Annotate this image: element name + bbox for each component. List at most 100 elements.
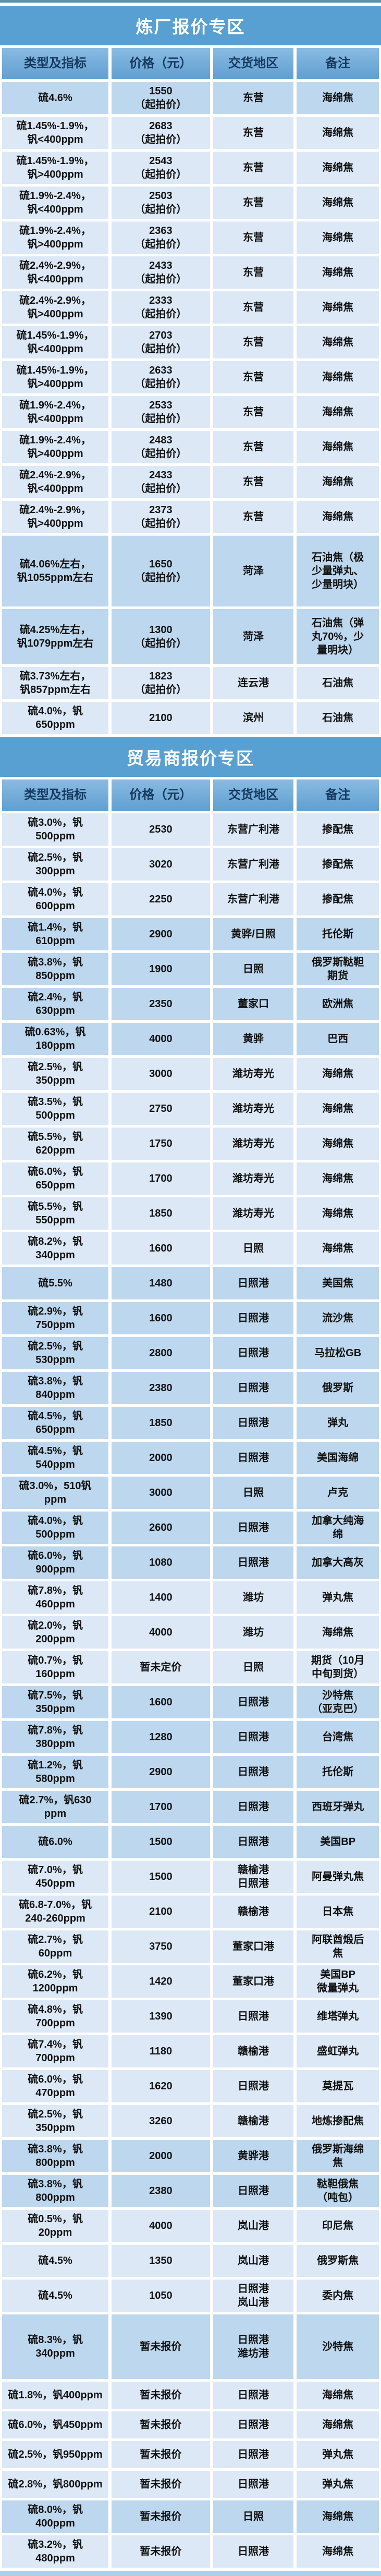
- delivery-area-cell: 东营广利港: [213, 883, 294, 915]
- remark-cell: 期货（10月 中旬到货）: [297, 1651, 379, 1683]
- remark-cell: 印尼焦: [297, 2210, 379, 2242]
- spec-cell: 硫1.9%-2.4%， 钒<400ppm: [2, 187, 109, 219]
- remark-cell: 海绵焦: [297, 1093, 379, 1125]
- spec-cell: 硫1.8%，钒400ppm: [2, 2382, 109, 2409]
- spec-cell: 硫2.4%-2.9%， 钒<400ppm: [2, 466, 109, 498]
- spec-cell: 硫2.7%，钒 60ppm: [2, 1930, 109, 1963]
- delivery-area-cell: 滨州: [213, 702, 294, 734]
- price-cell: 1850: [112, 1197, 210, 1230]
- delivery-area-cell: 日照: [213, 1651, 294, 1683]
- price-cell: 2433 （起拍价）: [112, 256, 210, 289]
- remark-cell: 美国BP 微量弹丸: [297, 1965, 379, 1998]
- spec-cell: 硫4.06%左右， 钒1055ppm左右: [2, 536, 109, 606]
- spec-cell: 硫3.8%，钒 800ppm: [2, 2175, 109, 2207]
- spec-cell: 硫2.5%，钒 350ppm: [2, 1058, 109, 1090]
- price-cell: 4000: [112, 1616, 210, 1649]
- delivery-area-cell: 日照港: [213, 2070, 294, 2102]
- spec-cell: 硫4.0%，钒 600ppm: [2, 883, 109, 915]
- spec-cell: 硫2.8%，钒800ppm: [2, 2471, 109, 2498]
- spec-cell: 硫8.0%，钒 400ppm: [2, 2500, 109, 2533]
- spec-cell: 硫4.0%，钒 500ppm: [2, 1512, 109, 1544]
- spec-cell: 硫7.8%，钒 460ppm: [2, 1581, 109, 1614]
- spec-cell: 硫3.8%，钒 850ppm: [2, 953, 109, 985]
- remark-cell: 石油焦: [297, 702, 379, 734]
- remark-cell: 日本焦: [297, 1896, 379, 1928]
- remark-cell: 海绵焦: [297, 361, 379, 393]
- column-header: 价格（元）: [112, 48, 210, 79]
- delivery-area-cell: 东营广利港: [213, 813, 294, 846]
- delivery-area-cell: 东营: [213, 117, 294, 149]
- column-header: 交货地区: [213, 48, 294, 79]
- spec-cell: 硫2.5%，钒 300ppm: [2, 848, 109, 881]
- spec-cell: 硫4.25%左右， 钒1079ppm左右: [2, 609, 109, 664]
- remark-cell: 海绵焦: [297, 187, 379, 219]
- delivery-area-cell: 董家口港: [213, 1965, 294, 1998]
- bottom-border: [0, 2571, 381, 2576]
- remark-cell: 海绵焦: [297, 2382, 379, 2409]
- spec-cell: 硫2.5%，钒950ppm: [2, 2441, 109, 2468]
- spec-cell: 硫2.0%，钒 200ppm: [2, 1616, 109, 1649]
- price-table: 类型及指标 价格（元） 交货地区 备注 硫4.6% 1550 （起拍价） 东营 海绵焦 硫1.4…: [0, 48, 381, 734]
- price-cell: 暂未报价: [112, 2411, 210, 2438]
- spec-cell: 硫7.8%，钒 380ppm: [2, 1721, 109, 1753]
- price-cell: 暂未报价: [112, 2471, 210, 2498]
- spec-cell: 硫5.5%，钒 620ppm: [2, 1128, 109, 1160]
- spec-cell: 硫6.0%，钒 900ppm: [2, 1546, 109, 1579]
- spec-cell: 硫4.5%，钒 540ppm: [2, 1442, 109, 1474]
- remark-cell: 弹丸焦: [297, 2471, 379, 2498]
- delivery-area-cell: 菏泽: [213, 609, 294, 664]
- spec-cell: 硫1.9%-2.4%， 钒<400ppm: [2, 396, 109, 428]
- delivery-area-cell: 东营: [213, 361, 294, 393]
- spec-cell: 硫3.8%，钒 800ppm: [2, 2140, 109, 2172]
- remark-cell: 海绵焦: [297, 1058, 379, 1090]
- remark-cell: 海绵焦: [297, 152, 379, 184]
- remark-cell: 海绵焦: [297, 431, 379, 463]
- remark-cell: 海绵焦: [297, 1616, 379, 1649]
- delivery-area-cell: 潍坊: [213, 1616, 294, 1649]
- delivery-area-cell: 潍坊: [213, 1581, 294, 1614]
- remark-cell: 海绵焦: [297, 501, 379, 533]
- price-cell: 1600: [112, 1302, 210, 1334]
- spec-cell: 硫3.0%，钒 500ppm: [2, 813, 109, 846]
- price-cell: 2703 （起拍价）: [112, 326, 210, 358]
- spec-cell: 硫6.2%，钒 1200ppm: [2, 1965, 109, 1998]
- price-cell: 2483 （起拍价）: [112, 431, 210, 463]
- spec-cell: 硫1.4%，钒 610ppm: [2, 918, 109, 950]
- price-cell: 2363 （起拍价）: [112, 221, 210, 254]
- delivery-area-cell: 日照港: [213, 1686, 294, 1718]
- remark-cell: 石油焦（弹 丸70%，少 量明块）: [297, 609, 379, 664]
- delivery-area-cell: 日照港: [213, 1826, 294, 1858]
- remark-cell: 石油焦（极 少量弹丸、 少量明块）: [297, 536, 379, 606]
- price-cell: 1500: [112, 1861, 210, 1893]
- delivery-area-cell: 日照港: [213, 1372, 294, 1404]
- price-cell: 1280: [112, 1721, 210, 1753]
- remark-cell: 石油焦: [297, 667, 379, 699]
- spec-cell: 硫2.5%，钒 530ppm: [2, 1337, 109, 1369]
- column-header: 类型及指标: [2, 48, 109, 79]
- price-cell: 4000: [112, 1023, 210, 1055]
- remark-cell: 俄罗斯: [297, 1372, 379, 1404]
- delivery-area-cell: 东营: [213, 221, 294, 254]
- price-cell: 1850: [112, 1407, 210, 1439]
- delivery-area-cell: 日照港: [213, 1791, 294, 1823]
- price-cell: 1350: [112, 2245, 210, 2277]
- delivery-area-cell: 潍坊寿光: [213, 1162, 294, 1195]
- price-cell: 2380: [112, 2175, 210, 2207]
- remark-cell: 托伦斯: [297, 1756, 379, 1788]
- price-cell: 2683 （起拍价）: [112, 117, 210, 149]
- remark-cell: 托伦斯: [297, 918, 379, 950]
- delivery-area-cell: 日照港: [213, 2411, 294, 2438]
- spec-cell: 硫1.45%-1.9%， 钒>400ppm: [2, 152, 109, 184]
- remark-cell: 台湾焦: [297, 1721, 379, 1753]
- spec-cell: 硫3.5%，钒 500ppm: [2, 1093, 109, 1125]
- price-cell: 1650 （起拍价）: [112, 536, 210, 606]
- price-cell: 2750: [112, 1093, 210, 1125]
- remark-cell: 阿联酋煅后 焦: [297, 1930, 379, 1963]
- remark-cell: 海绵焦: [297, 326, 379, 358]
- price-cell: 1180: [112, 2035, 210, 2067]
- spec-cell: 硫1.9%-2.4%， 钒>400ppm: [2, 431, 109, 463]
- column-header: 价格（元）: [112, 779, 210, 811]
- delivery-area-cell: 日照港 岚山港: [213, 2280, 294, 2312]
- price-cell: 2633 （起拍价）: [112, 361, 210, 393]
- price-cell: 1550 （起拍价）: [112, 82, 210, 114]
